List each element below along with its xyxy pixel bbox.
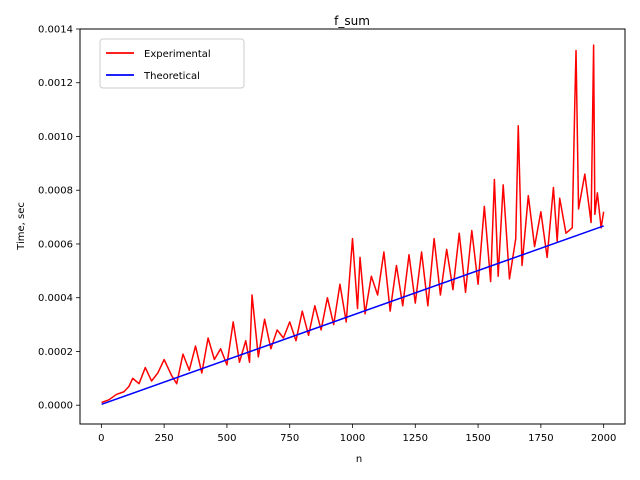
- x-tick-label: 750: [280, 433, 299, 444]
- y-tick-label: 0.0006: [38, 239, 73, 250]
- y-tick-label: 0.0004: [38, 293, 73, 304]
- series-line-experimental: [101, 44, 605, 404]
- x-tick-label: 2000: [591, 433, 616, 444]
- series-line-theoretical: [101, 225, 604, 406]
- y-axis-label: Time, sec: [16, 202, 27, 251]
- y-tick-label: 0.0010: [38, 132, 73, 143]
- legend-label-theoretical: Theoretical: [143, 71, 200, 82]
- legend-label-experimental: Experimental: [144, 49, 211, 60]
- legend-box: [99, 38, 245, 89]
- y-tick-label: 0.0000: [38, 401, 73, 412]
- y-tick-label: 0.0008: [38, 186, 73, 197]
- x-tick-label: 1750: [528, 433, 553, 444]
- x-tick-label: 1250: [403, 433, 428, 444]
- legend: Experimental Theoretical: [99, 38, 245, 89]
- y-tick-label: 0.0012: [38, 78, 73, 89]
- x-axis-label: n: [356, 454, 362, 465]
- x-tick-label: 250: [155, 433, 174, 444]
- y-tick-label: 0.0014: [38, 25, 73, 36]
- x-tick-label: 500: [217, 433, 236, 444]
- x-tick-label: 0: [98, 433, 104, 444]
- chart-title: f_sum: [334, 14, 370, 28]
- x-tick-label: 1000: [340, 433, 365, 444]
- y-tick-label: 0.0002: [38, 347, 73, 358]
- x-tick-label: 1500: [465, 433, 490, 444]
